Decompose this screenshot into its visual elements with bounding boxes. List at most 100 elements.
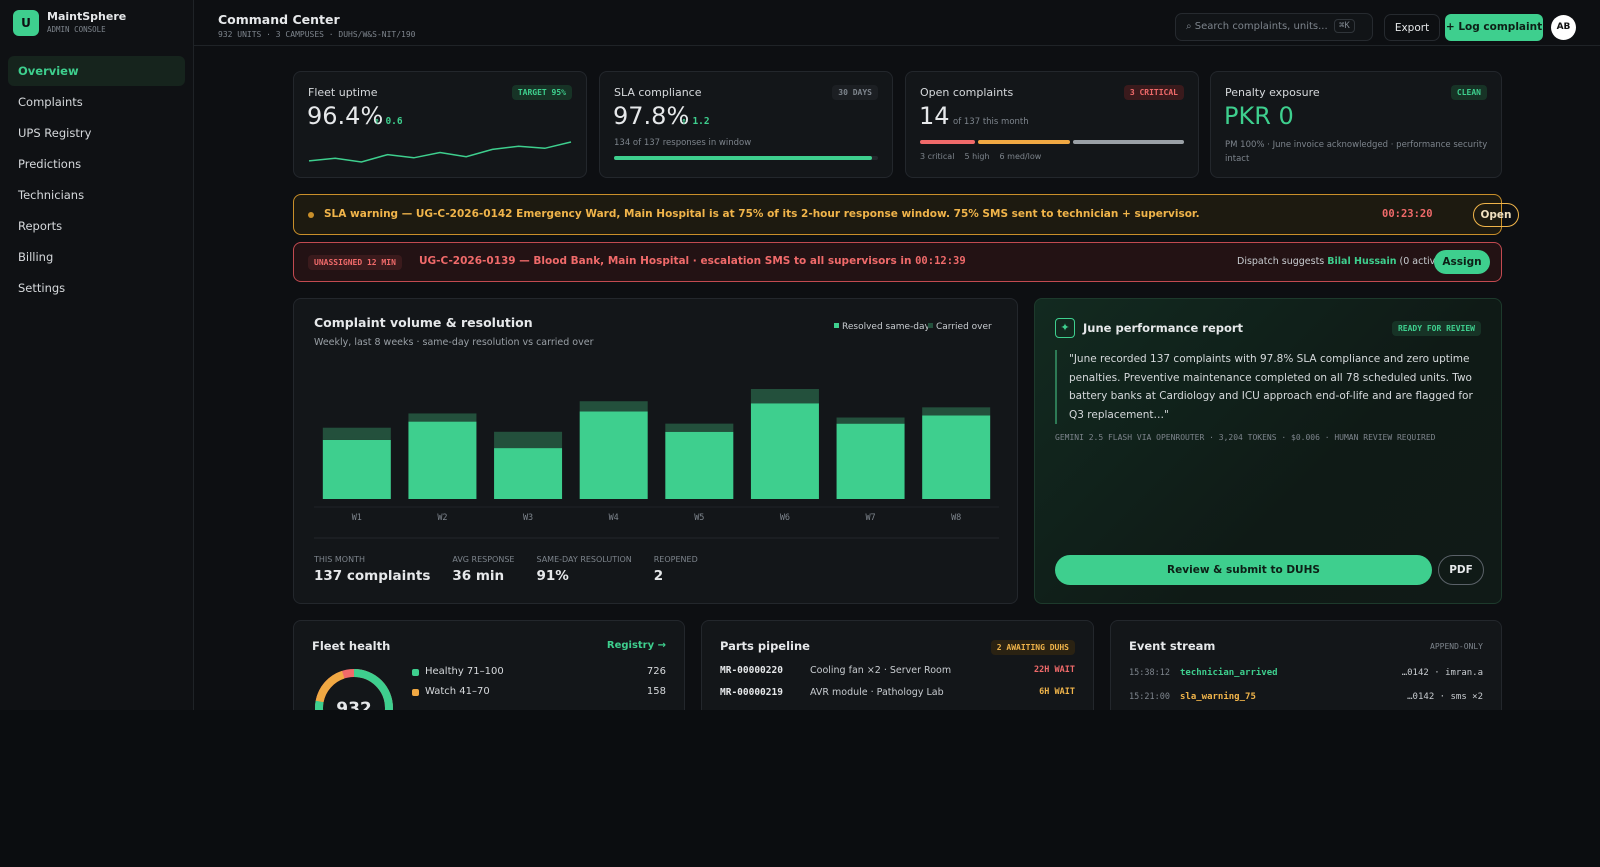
report-icon: ✦ [1055, 318, 1075, 338]
legend-swatch [928, 323, 933, 328]
nav-item[interactable]: Technicians [18, 188, 85, 202]
parts-card: Parts pipeline 2 AWAITING DUHS MR-000002… [701, 620, 1094, 710]
report-title: June performance report [1083, 321, 1244, 335]
x-tick-label: W3 [523, 513, 533, 523]
kpi-label: SLA compliance [614, 86, 702, 99]
nav-item[interactable]: Overview [8, 56, 185, 86]
event-time: 15:38:12 [1129, 668, 1170, 678]
pdf-button[interactable]: PDF [1438, 555, 1484, 585]
bar [408, 421, 477, 499]
dispatch-label: Dispatch suggests [1237, 256, 1325, 267]
submit-button[interactable]: Review & submit to DUHS [1055, 555, 1432, 585]
fleet-card: Fleet health Registry → 932 Healthy 71–1… [293, 620, 685, 710]
donut-total: 932 [336, 699, 372, 710]
segment-label: 5 high [964, 152, 990, 161]
sparkline [308, 141, 572, 163]
bar [579, 411, 648, 499]
page-meta: 932 UNITS · 3 CAMPUSES · DUHS/W&S-NIT/19… [218, 30, 416, 39]
x-tick-label: W8 [951, 513, 961, 523]
donut-segment [315, 669, 393, 710]
kpi-label: Penalty exposure [1225, 86, 1320, 99]
x-tick-label: W5 [694, 513, 704, 523]
stat: REOPENED 2 [654, 555, 698, 584]
alert-line: UG-C-2026-0139 — Blood Bank, Main Hospit… [419, 255, 966, 267]
stat: SAME-DAY RESOLUTION 91% [536, 555, 631, 584]
kpi-badge: 30 DAYS [832, 85, 878, 100]
parts-title: Parts pipeline [720, 639, 810, 653]
brand: MaintSphere [47, 10, 127, 23]
nav-item[interactable]: Complaints [18, 95, 83, 109]
bar [836, 417, 905, 424]
donut: 932 [315, 669, 393, 710]
part-item: AVR module · Pathology Lab [810, 687, 944, 698]
kpi-note: PM 100% · June invoice acknowledged · pe… [1225, 140, 1488, 164]
bar [579, 401, 648, 412]
kpi-label: Fleet uptime [308, 86, 378, 99]
nav-item[interactable]: Predictions [18, 157, 82, 171]
events-title: Event stream [1129, 639, 1216, 653]
legend-label: Carried over [936, 322, 992, 332]
app: U MaintSphere ADMIN CONSOLE Overview Comp… [0, 0, 1600, 710]
kpi-value: PKR 0 [1224, 102, 1294, 130]
avatar[interactable]: AB [1551, 15, 1576, 40]
nav-item[interactable]: Reports [18, 219, 63, 233]
bar [322, 427, 391, 440]
bar [665, 431, 734, 499]
stat: AVG RESPONSE 36 min [452, 555, 514, 584]
x-tick-label: W7 [865, 513, 875, 523]
nav-item[interactable]: UPS Registry [18, 126, 92, 140]
kpi-card: Fleet uptime TARGET 95% 96.4% ↑ 0.6 [293, 71, 587, 178]
report-meta: GEMINI 2.5 FLASH VIA OPENROUTER · 3,204 … [1055, 433, 1436, 442]
report-badge: READY FOR REVIEW [1391, 321, 1481, 336]
bar [494, 448, 563, 499]
brand-sub: ADMIN CONSOLE [47, 25, 106, 34]
bar [750, 403, 819, 499]
event-ref: …0142 · sms ×2 [1407, 692, 1483, 702]
open-button[interactable]: Open [1473, 203, 1519, 227]
stat-value: 137 complaints [314, 568, 431, 584]
sidebar: U MaintSphere ADMIN CONSOLE Overview Comp… [0, 0, 194, 710]
kpi-note: of 137 this month [953, 117, 1029, 127]
kpi-value: 96.4% [307, 102, 384, 130]
log-button[interactable]: + Log complaint [1445, 14, 1543, 41]
export-button[interactable]: Export [1384, 14, 1440, 41]
assign-button[interactable]: Assign [1434, 250, 1490, 274]
stat: THIS MONTH 137 complaints [314, 555, 430, 584]
nav-item[interactable]: Billing [18, 250, 54, 264]
alert-timer: 00:12:39 [915, 255, 966, 267]
chart: Complaint volume & resolution Weekly, la… [314, 315, 999, 539]
segment [978, 140, 1071, 144]
event-name: sla_warning_75 [1180, 692, 1256, 702]
segment [920, 140, 976, 144]
kpi-badge: CLEAN [1450, 85, 1487, 100]
event-ref: …0142 · imran.a [1401, 668, 1483, 678]
kpi-card: SLA compliance 30 DAYS 97.8% ↑ 1.2 134 o… [599, 71, 893, 178]
bar [494, 431, 563, 449]
segment-labels: 3 critical 5 high 6 med/low [920, 152, 1041, 161]
bar [750, 389, 819, 404]
fleet-value: 158 [646, 686, 666, 697]
warning-text: SLA warning — UG-C-2026-0142 Emergency W… [324, 208, 1200, 220]
segment-bar [920, 140, 1184, 144]
legend-dot [412, 689, 419, 696]
part-id: MR-00000220 [720, 665, 783, 676]
segment-label: 3 critical [920, 152, 955, 161]
fleet-label: Healthy 71–100 [425, 666, 504, 677]
event-time: 15:21:00 [1129, 692, 1170, 702]
report-quote: "June recorded 137 complaints with 97.8%… [1055, 350, 1475, 424]
chart-card: Complaint volume & resolution Weekly, la… [293, 298, 1018, 604]
bar [322, 439, 391, 499]
bar [665, 423, 734, 432]
bar [408, 413, 477, 422]
parts-badge: 2 AWAITING DUHS [990, 640, 1075, 655]
stat-value: 2 [653, 568, 664, 584]
dispatch-tech: Bilal Hussain [1327, 256, 1397, 267]
x-tick-label: W1 [352, 513, 362, 523]
part-wait: 22H WAIT [1034, 665, 1075, 675]
search[interactable]: ⌕ Search complaints, units... ⌘K [1175, 13, 1373, 41]
kpi-value: 97.8% [613, 102, 690, 130]
registry-link[interactable]: Registry → [606, 640, 666, 651]
kpi-delta: ↑ 0.6 [374, 116, 403, 127]
chart-title: Complaint volume & resolution [314, 315, 533, 330]
nav-item[interactable]: Settings [18, 281, 66, 295]
